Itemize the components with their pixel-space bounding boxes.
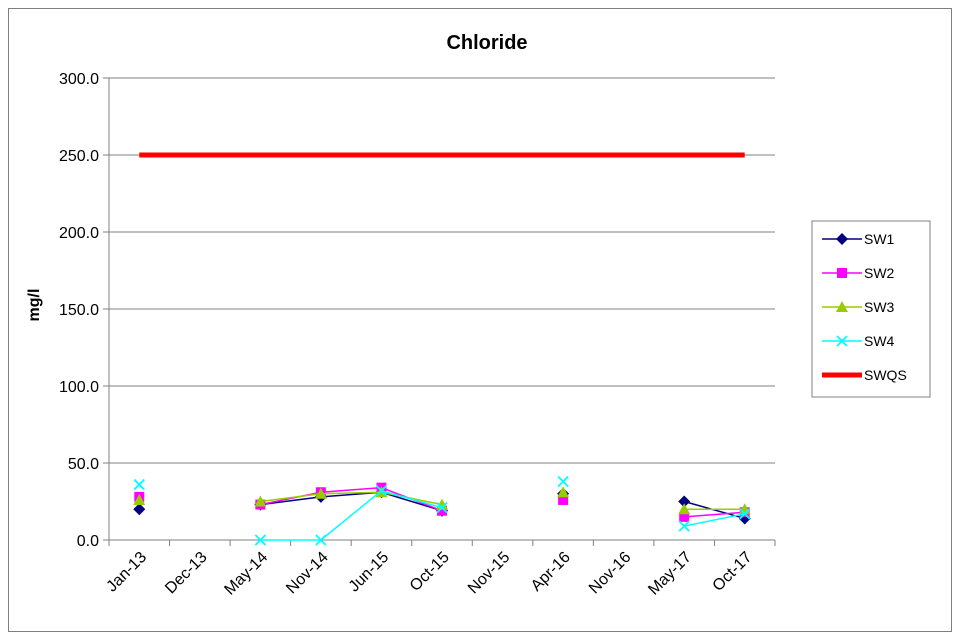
x-tick-label: Jun-15 <box>346 549 393 596</box>
axes <box>108 78 776 546</box>
legend-label-sw3: SW3 <box>864 299 895 315</box>
series-sw4 <box>133 475 751 546</box>
legend-label-sw1: SW1 <box>864 231 895 247</box>
series-sw4-point <box>254 534 267 546</box>
series-sw3-point <box>678 503 691 515</box>
x-tick-label: Apr-16 <box>528 549 574 595</box>
legend-item-sw3: SW3 <box>822 299 895 315</box>
x-tick-labels: Jan-13 Dec-13 May-14 Nov-14 Jun-15 Oct-15 Nov-… <box>103 549 755 599</box>
legend-item-sw4: SW4 <box>822 333 895 349</box>
series-sw4-line <box>684 513 745 527</box>
legend-sw3-point <box>836 301 848 312</box>
x-tick-label: Oct-15 <box>407 549 453 595</box>
series-sw4-point <box>557 475 569 488</box>
series-sw3-point <box>314 487 327 499</box>
y-tick-labels: 0.0 50.0 100.0 150.0 200.0 250.0 300.0 <box>59 71 99 550</box>
chart-frame: Chloride 0.0 50.0 100.0 150.0 200.0 250.0 300.… <box>8 8 952 632</box>
series-sw2-line <box>684 511 745 518</box>
series-sw4-point <box>678 520 690 532</box>
legend-sw1-point <box>836 233 848 245</box>
y-tick-label: 200.0 <box>59 225 99 242</box>
legend-item-sw1: SW1 <box>822 231 895 247</box>
series-sw3-point <box>557 486 570 498</box>
y-tick-label: 50.0 <box>68 456 99 473</box>
x-tick-label: Dec-13 <box>162 549 211 598</box>
series-sw3-point <box>133 493 146 505</box>
y-tick-label: 250.0 <box>59 148 99 165</box>
x-tick-label: Oct-17 <box>710 549 756 595</box>
series-group <box>133 152 751 546</box>
x-tick-label: May-14 <box>221 549 271 599</box>
legend-label-sw2: SW2 <box>864 265 895 281</box>
y-axis-label: mg/l <box>26 289 43 322</box>
x-tick-label: May-17 <box>645 549 695 599</box>
series-sw4-point <box>436 502 448 514</box>
series-sw1-point <box>133 503 146 516</box>
gridlines <box>103 77 775 541</box>
legend: SW1 SW2 SW3 SW4 SWQS <box>811 220 931 398</box>
series-sw1-point <box>678 495 691 508</box>
series-sw4-line <box>260 489 443 541</box>
y-tick-label: 0.0 <box>77 533 99 550</box>
legend-box <box>811 220 931 398</box>
y-tick-label: 100.0 <box>59 379 99 396</box>
series-sw4-point <box>375 485 388 497</box>
x-tick-label: Nov-16 <box>586 549 635 598</box>
series-sw4-point <box>315 534 327 546</box>
legend-sw2-point <box>837 268 847 278</box>
y-tick-label: 150.0 <box>59 302 99 319</box>
legend-item-swqs: SWQS <box>822 367 907 383</box>
series-sw2-point <box>679 511 690 522</box>
x-tick-label: Nov-15 <box>465 549 514 598</box>
legend-item-sw2: SW2 <box>822 265 895 281</box>
series-sw1-line <box>260 491 443 512</box>
series-sw2-point <box>558 494 569 505</box>
legend-sw4-point <box>836 335 848 347</box>
legend-label-sw4: SW4 <box>864 333 895 349</box>
y-tick-label: 300.0 <box>59 71 99 88</box>
series-sw4-point <box>133 478 145 491</box>
series-sw4-point <box>739 508 751 520</box>
series-sw3-point <box>254 495 267 507</box>
legend-label-swqs: SWQS <box>864 367 907 383</box>
x-tick-label: Nov-14 <box>283 549 332 598</box>
chloride-chart: Chloride 0.0 50.0 100.0 150.0 200.0 250.0 300.… <box>26 32 931 599</box>
series-sw2-point <box>437 505 447 516</box>
chart-title: Chloride <box>446 32 527 54</box>
x-tick-label: Jan-13 <box>103 549 150 596</box>
